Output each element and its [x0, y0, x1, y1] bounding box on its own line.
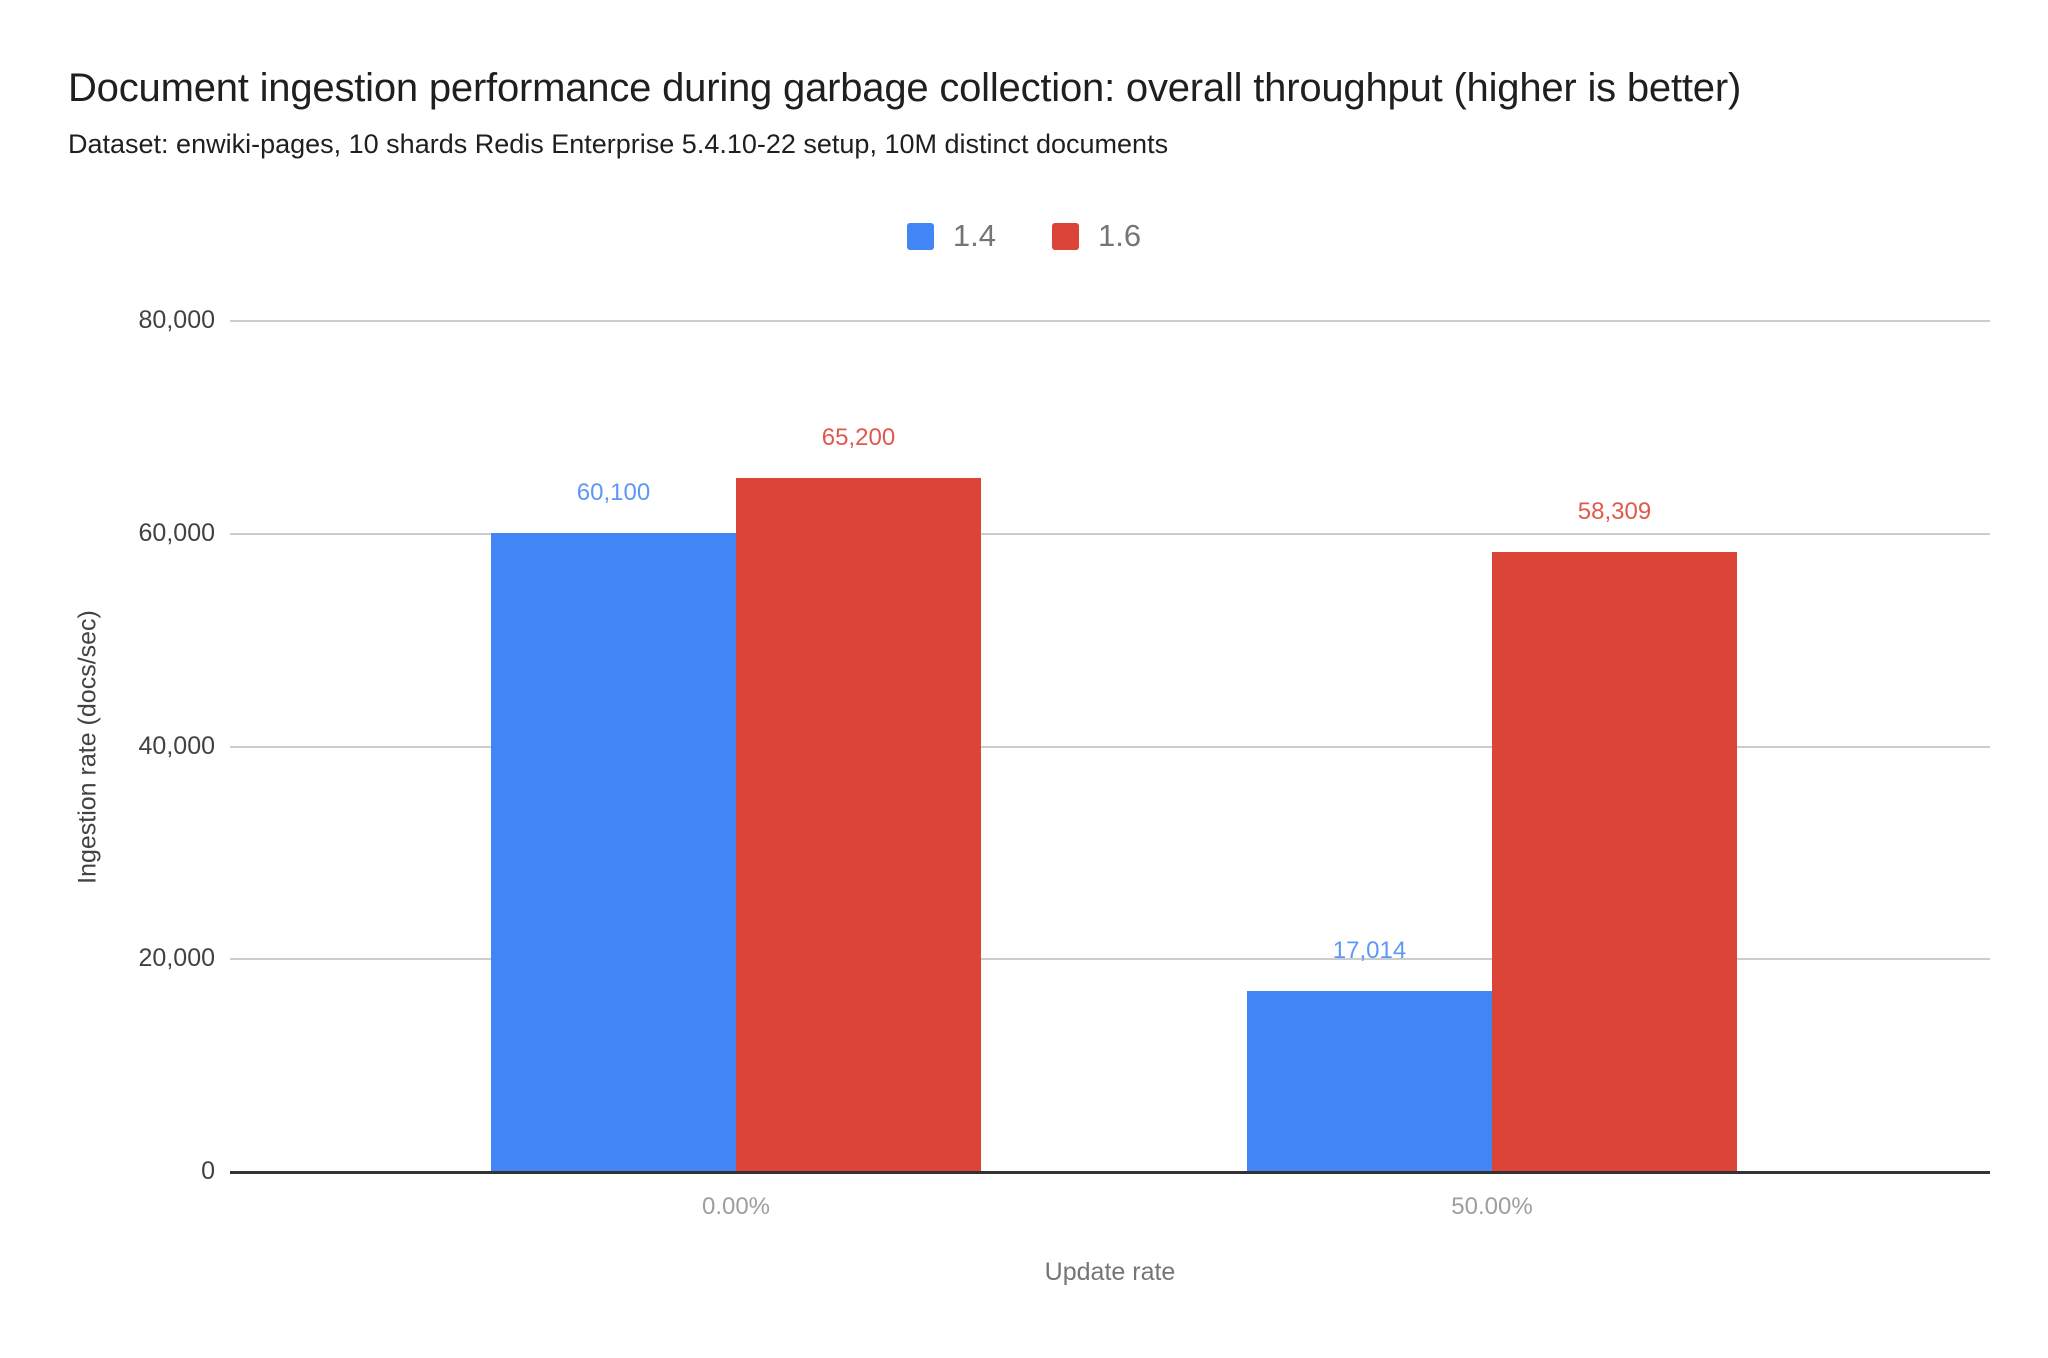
bar-value-label: 58,309: [1577, 497, 1652, 525]
gridline: [230, 958, 1990, 961]
y-tick-label: 80,000: [138, 306, 215, 334]
legend-label: 1.4: [952, 218, 996, 253]
bar: [491, 532, 736, 1172]
bar-value-label: 17,014: [1332, 937, 1407, 964]
chart-subtitle: Dataset: enwiki-pages, 10 shards Redis E…: [68, 129, 1169, 159]
y-tick-label: 0: [201, 1157, 215, 1185]
x-axis-title: Update rate: [1044, 1258, 1176, 1286]
legend: 1.4 1.6: [0, 218, 2048, 254]
bar-value-label: 65,200: [821, 424, 896, 452]
legend-swatch-icon: [1052, 222, 1079, 250]
category-label: 50.00%: [1451, 1193, 1533, 1220]
legend-swatch-icon: [906, 222, 934, 250]
legend-item: 1.4: [906, 218, 996, 254]
y-axis-title: Ingestion rate (docs/sec): [73, 609, 102, 884]
category-label: 0.00%: [701, 1193, 771, 1220]
gridline: [230, 320, 1990, 322]
chart-title: Document ingestion performance during ga…: [68, 66, 1742, 110]
gridline: [230, 532, 1990, 535]
bar-value-label: 60,100: [576, 478, 651, 506]
y-tick-label: 60,000: [138, 518, 215, 547]
legend-label: 1.6: [1098, 218, 1142, 253]
x-axis-baseline: [230, 1171, 1990, 1174]
y-tick-label: 40,000: [138, 731, 215, 760]
bar: [736, 478, 981, 1172]
y-tick-label: 20,000: [138, 944, 215, 973]
legend-item: 1.6: [1052, 218, 1141, 254]
bar: [1492, 551, 1737, 1172]
bar: [1247, 991, 1492, 1172]
gridline: [230, 745, 1990, 748]
